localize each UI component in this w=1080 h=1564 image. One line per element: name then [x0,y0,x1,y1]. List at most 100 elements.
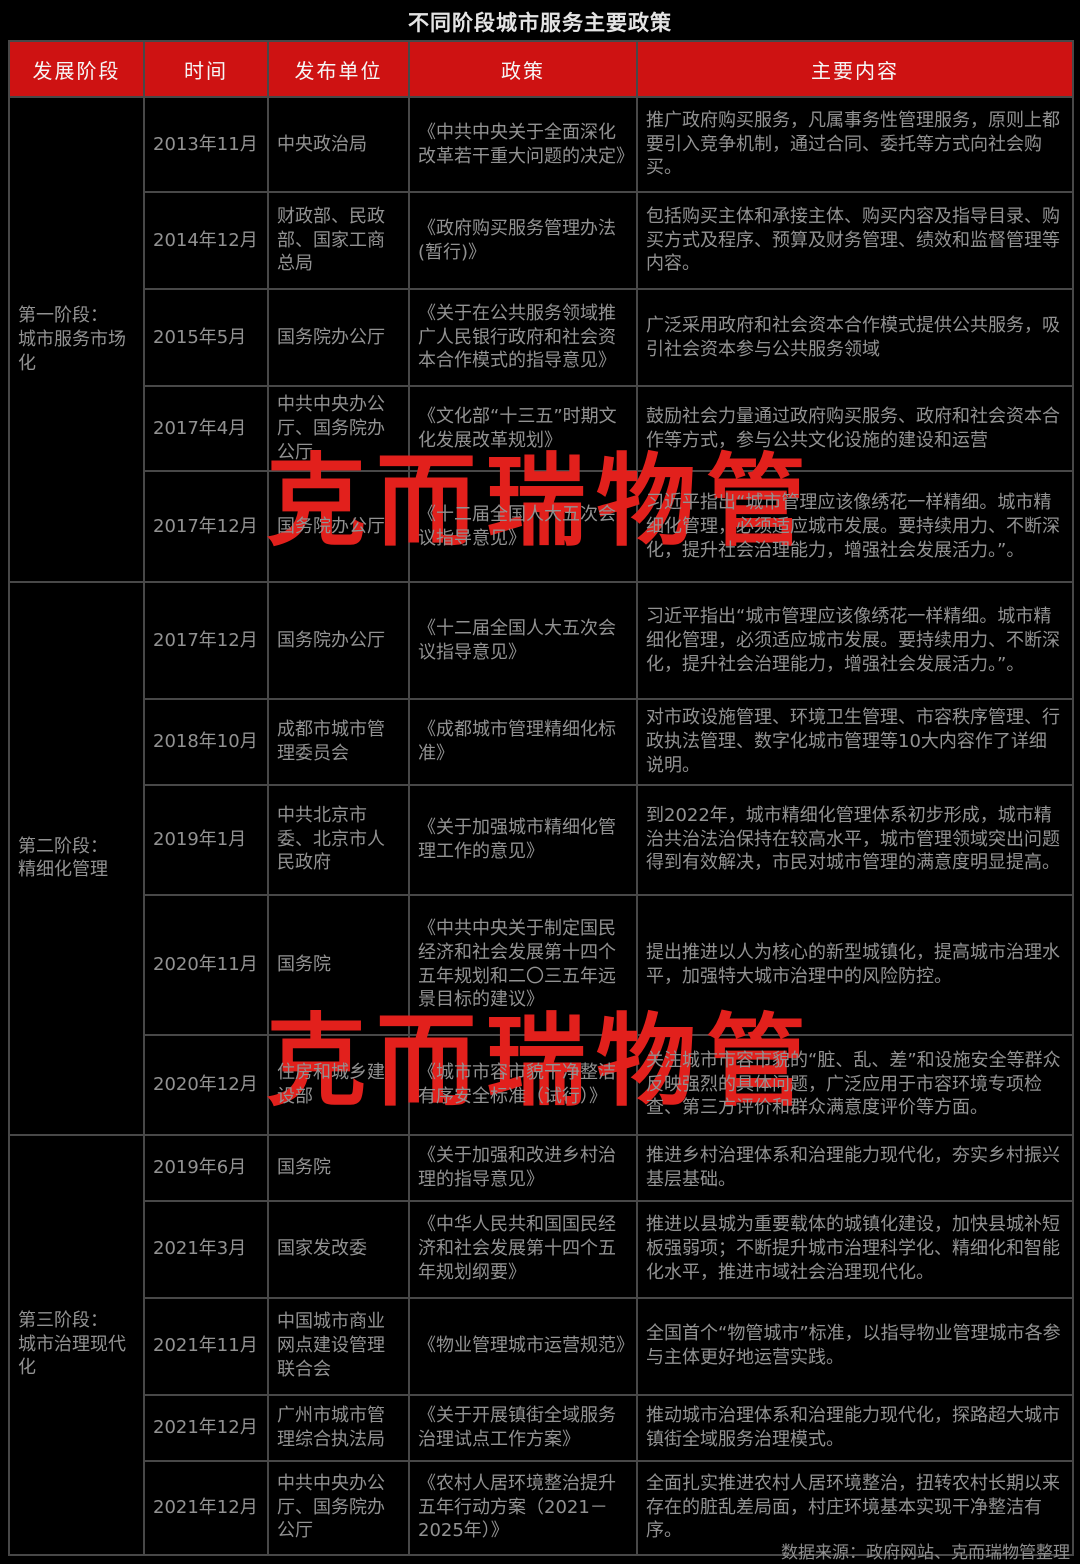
table-row: 2017年4月 中共中央办公厅、国务院办公厅 《文化部“十三五”时期文化发展改革规划… [9,384,1074,473]
policy-cell-text: 《物业管理城市运营规范》 [418,1335,634,1357]
policy-cell-text: 《关于加强和改进乡村治理的指导意见》 [418,1144,616,1190]
unit-cell: 中央政治局 [267,96,410,193]
time-cell-text: 2017年4月 [153,417,247,439]
watermark-text: 克而瑞物管 [266,1003,816,1120]
table-row: 2021年11月 中国城市商业网点建设管理联合会 《物业管理城市运营规范》 全国首个“… [9,1296,1074,1396]
content-cell: 鼓励社会力量通过政府购买服务、政府和社会资本合作等方式，参与公共文化设施的建设和… [636,384,1074,473]
time-cell-text: 2019年6月 [153,1156,247,1178]
unit-cell-text: 中央政治局 [277,133,367,155]
time-cell-text: 2020年12月 [153,1073,258,1095]
unit-cell: 中共中央办公厅、国务院办公厅 [267,384,410,473]
table-row: 2015年5月 国务院办公厅 《关于在公共服务领域推广人民银行政府和社会资本合作模式… [9,288,1074,387]
policy-cell: 《农村人居环境整治提升五年行动方案（2021－2025年）》 [408,1459,638,1556]
unit-cell: 中共中央办公厅、国务院办公厅 [267,1459,410,1556]
content-cell: 提出推进以人为核心的新型城镇化，提高城市治理水平，加强特大城市治理中的风险防控。 [636,893,1074,1036]
time-cell: 2021年3月 [143,1199,269,1299]
policy-cell: 《成都城市管理精细化标准》 [408,698,638,786]
table-row: 第三阶段： 城市治理现代化 2019年6月 国务院 《关于加强和改进乡村治理的指导意见… [8,1133,1074,1556]
page-title: 不同阶段城市服务主要政策 [408,11,672,35]
policy-cell: 《政府购买服务管理办法(暂行)》 [408,191,638,290]
unit-cell-text: 国务院办公厅 [277,629,385,651]
time-cell: 2020年11月 [143,893,269,1036]
unit-cell-text: 国务院办公厅 [277,326,385,348]
unit-cell: 财政部、民政部、国家工商总局 [267,191,410,290]
time-cell: 2019年1月 [143,783,269,896]
table-row: 2021年12月 广州市城市管理综合执法局 《关于开展镇街全域服务治理试点工作方案》… [9,1393,1074,1462]
policy-cell: 《关于在公共服务领域推广人民银行政府和社会资本合作模式的指导意见》 [408,288,638,387]
time-cell-text: 2015年5月 [153,326,247,348]
policy-cell: 《中华人民共和国国民经济和社会发展第十四个五年规划纲要》 [408,1199,638,1299]
header-row: 发展阶段 时间 发布单位 政策 主要内容 [8,40,1074,98]
content-cell: 全面扎实推进农村人居环境整治，扭转农村长期以来存在的脏乱差局面，村庄环境基本实现… [636,1459,1074,1556]
policy-cell-text: 《成都城市管理精细化标准》 [418,719,616,764]
content-cell: 习近平指出“城市管理应该像绣花一样精细。城市精细化管理，必须适应城市发展。要持续… [636,470,1074,584]
time-cell-text: 2020年11月 [153,953,258,975]
content-cell-text: 关注城市市容市貌的“脏、乱、差”和设施安全等群众反映强烈的具体问题，广泛应用于市… [646,1049,1061,1119]
time-cell: 2021年12月 [143,1459,269,1556]
policy-cell: 《城市市容市貌干净整洁有序安全标准（试行）》 [408,1033,638,1136]
unit-cell-text: 住房和城乡建设部 [277,1061,385,1107]
content-cell: 全国首个“物管城市”标准，以指导物业管理城市各参与主体更好地运营实践。 [636,1296,1074,1396]
policy-cell: 《十二届全国人大五次会议指导意见》 [408,581,638,701]
content-cell: 推广政府购买服务，凡属事务性管理服务，原则上都要引入竞争机制，通过合同、委托等方… [636,96,1074,193]
table-row: 第一阶段： 城市服务市场化 2013年11月 中央政治局 《中共中央关于全面深化改革若… [8,95,1074,584]
unit-cell-text: 中共中央办公厅、国务院办公厅 [277,394,385,463]
unit-cell-text: 中共北京市委、北京市人民政府 [277,804,385,874]
time-cell: 2017年12月 [143,581,269,701]
policy-cell: 《关于加强城市精细化管理工作的意见》 [408,783,638,896]
content-cell: 广泛采用政府和社会资本合作模式提供公共服务，吸引社会资本参与公共服务领域 [636,288,1074,387]
policy-cell-text: 《政府购买服务管理办法(暂行)》 [418,217,616,263]
header-time: 时间 [143,40,269,98]
unit-cell: 中共北京市委、北京市人民政府 [267,783,410,896]
content-cell: 推进乡村治理体系和治理能力现代化，夯实乡村振兴基层基础。 [636,1133,1074,1202]
time-cell: 2017年12月 [143,470,269,584]
content-cell: 对市政设施管理、环境卫生管理、市容秩序管理、行政执法管理、数字化城市管理等10大… [636,698,1074,786]
content-cell-text: 习近平指出“城市管理应该像绣花一样精细。城市精细化管理，必须适应城市发展。要持续… [646,492,1060,561]
unit-cell-text: 中国城市商业网点建设管理联合会 [277,1311,385,1380]
stage-cell: 第一阶段： 城市服务市场化 [8,95,145,584]
time-cell-text: 2019年1月 [153,828,247,850]
content-cell-text: 推进以县城为重要载体的城镇化建设，加快县城补短板强弱项；不断提升城市治理科学化、… [646,1214,1060,1283]
policy-cell: 《中共中央关于制定国民经济和社会发展第十四个五年规划和二〇三五年远景目标的建议》 [408,893,638,1036]
policy-cell-text: 《十二届全国人大五次会议指导意见》 [418,504,616,549]
stage-label: 第三阶段： 城市治理现代化 [18,1309,126,1379]
unit-cell: 住房和城乡建设部 [267,1033,410,1136]
policy-cell-text: 《关于开展镇街全域服务治理试点工作方案》 [418,1404,616,1450]
time-cell-text: 2021年12月 [153,1496,258,1518]
header-content: 主要内容 [636,40,1074,98]
time-cell-text: 2017年12月 [153,515,258,537]
policy-cell: 《文化部“十三五”时期文化发展改革规划》 [408,384,638,473]
policy-cell: 《关于加强和改进乡村治理的指导意见》 [408,1133,638,1202]
content-cell-text: 推进乡村治理体系和治理能力现代化，夯实乡村振兴基层基础。 [646,1144,1060,1190]
content-cell-text: 对市政设施管理、环境卫生管理、市容秩序管理、行政执法管理、数字化城市管理等10大… [646,707,1060,776]
time-cell: 2013年11月 [143,96,269,193]
time-cell: 2017年4月 [143,384,269,473]
header-unit: 发布单位 [267,40,410,98]
time-cell-text: 2018年10月 [153,731,258,752]
policy-cell-text: 《关于在公共服务领域推广人民银行政府和社会资本合作模式的指导意见》 [418,302,616,372]
content-cell-text: 到2022年，城市精细化管理体系初步形成，城市精治共治法治保持在较高水平，城市管… [646,804,1060,874]
unit-cell: 中国城市商业网点建设管理联合会 [267,1296,410,1396]
time-cell: 2018年10月 [143,698,269,786]
table-row: 2020年11月 国务院 《中共中央关于制定国民经济和社会发展第十四个五年规划和二〇… [9,893,1074,1036]
unit-cell-text: 国务院 [277,953,331,975]
unit-cell-text: 国家发改委 [277,1238,367,1260]
time-cell-text: 2021年12月 [153,1416,258,1438]
time-cell: 2014年12月 [143,191,269,290]
policy-cell: 《十二届全国人大五次会议指导意见》 [408,470,638,584]
table-body: 第一阶段： 城市服务市场化 2013年11月 中央政治局 《中共中央关于全面深化改革若… [8,95,1074,1556]
time-cell-text: 2013年11月 [153,133,258,155]
time-cell-text: 2017年12月 [153,629,258,651]
watermark-text: 克而瑞物管 [266,443,816,560]
unit-cell: 国务院 [267,893,410,1036]
content-cell-text: 提出推进以人为核心的新型城镇化，提高城市治理水平，加强特大城市治理中的风险防控。 [646,941,1060,987]
stage-cell: 第二阶段： 精细化管理 [8,581,145,1136]
policy-cell-text: 《城市市容市貌干净整洁有序安全标准（试行）》 [418,1061,616,1107]
unit-cell-text: 国务院办公厅 [277,515,385,537]
content-cell: 习近平指出“城市管理应该像绣花一样精细。城市精细化管理，必须适应城市发展。要持续… [636,581,1074,701]
content-cell-text: 全国首个“物管城市”标准，以指导物业管理城市各参与主体更好地运营实践。 [646,1323,1061,1368]
content-cell: 到2022年，城市精细化管理体系初步形成，城市精治共治法治保持在较高水平，城市管… [636,783,1074,896]
unit-cell: 成都市城市管理委员会 [267,698,410,786]
table-row: 2018年10月 成都市城市管理委员会 《成都城市管理精细化标准》 对市政设施管理、环… [9,698,1074,786]
content-cell-text: 推广政府购买服务，凡属事务性管理服务，原则上都要引入竞争机制，通过合同、委托等方… [646,109,1060,179]
